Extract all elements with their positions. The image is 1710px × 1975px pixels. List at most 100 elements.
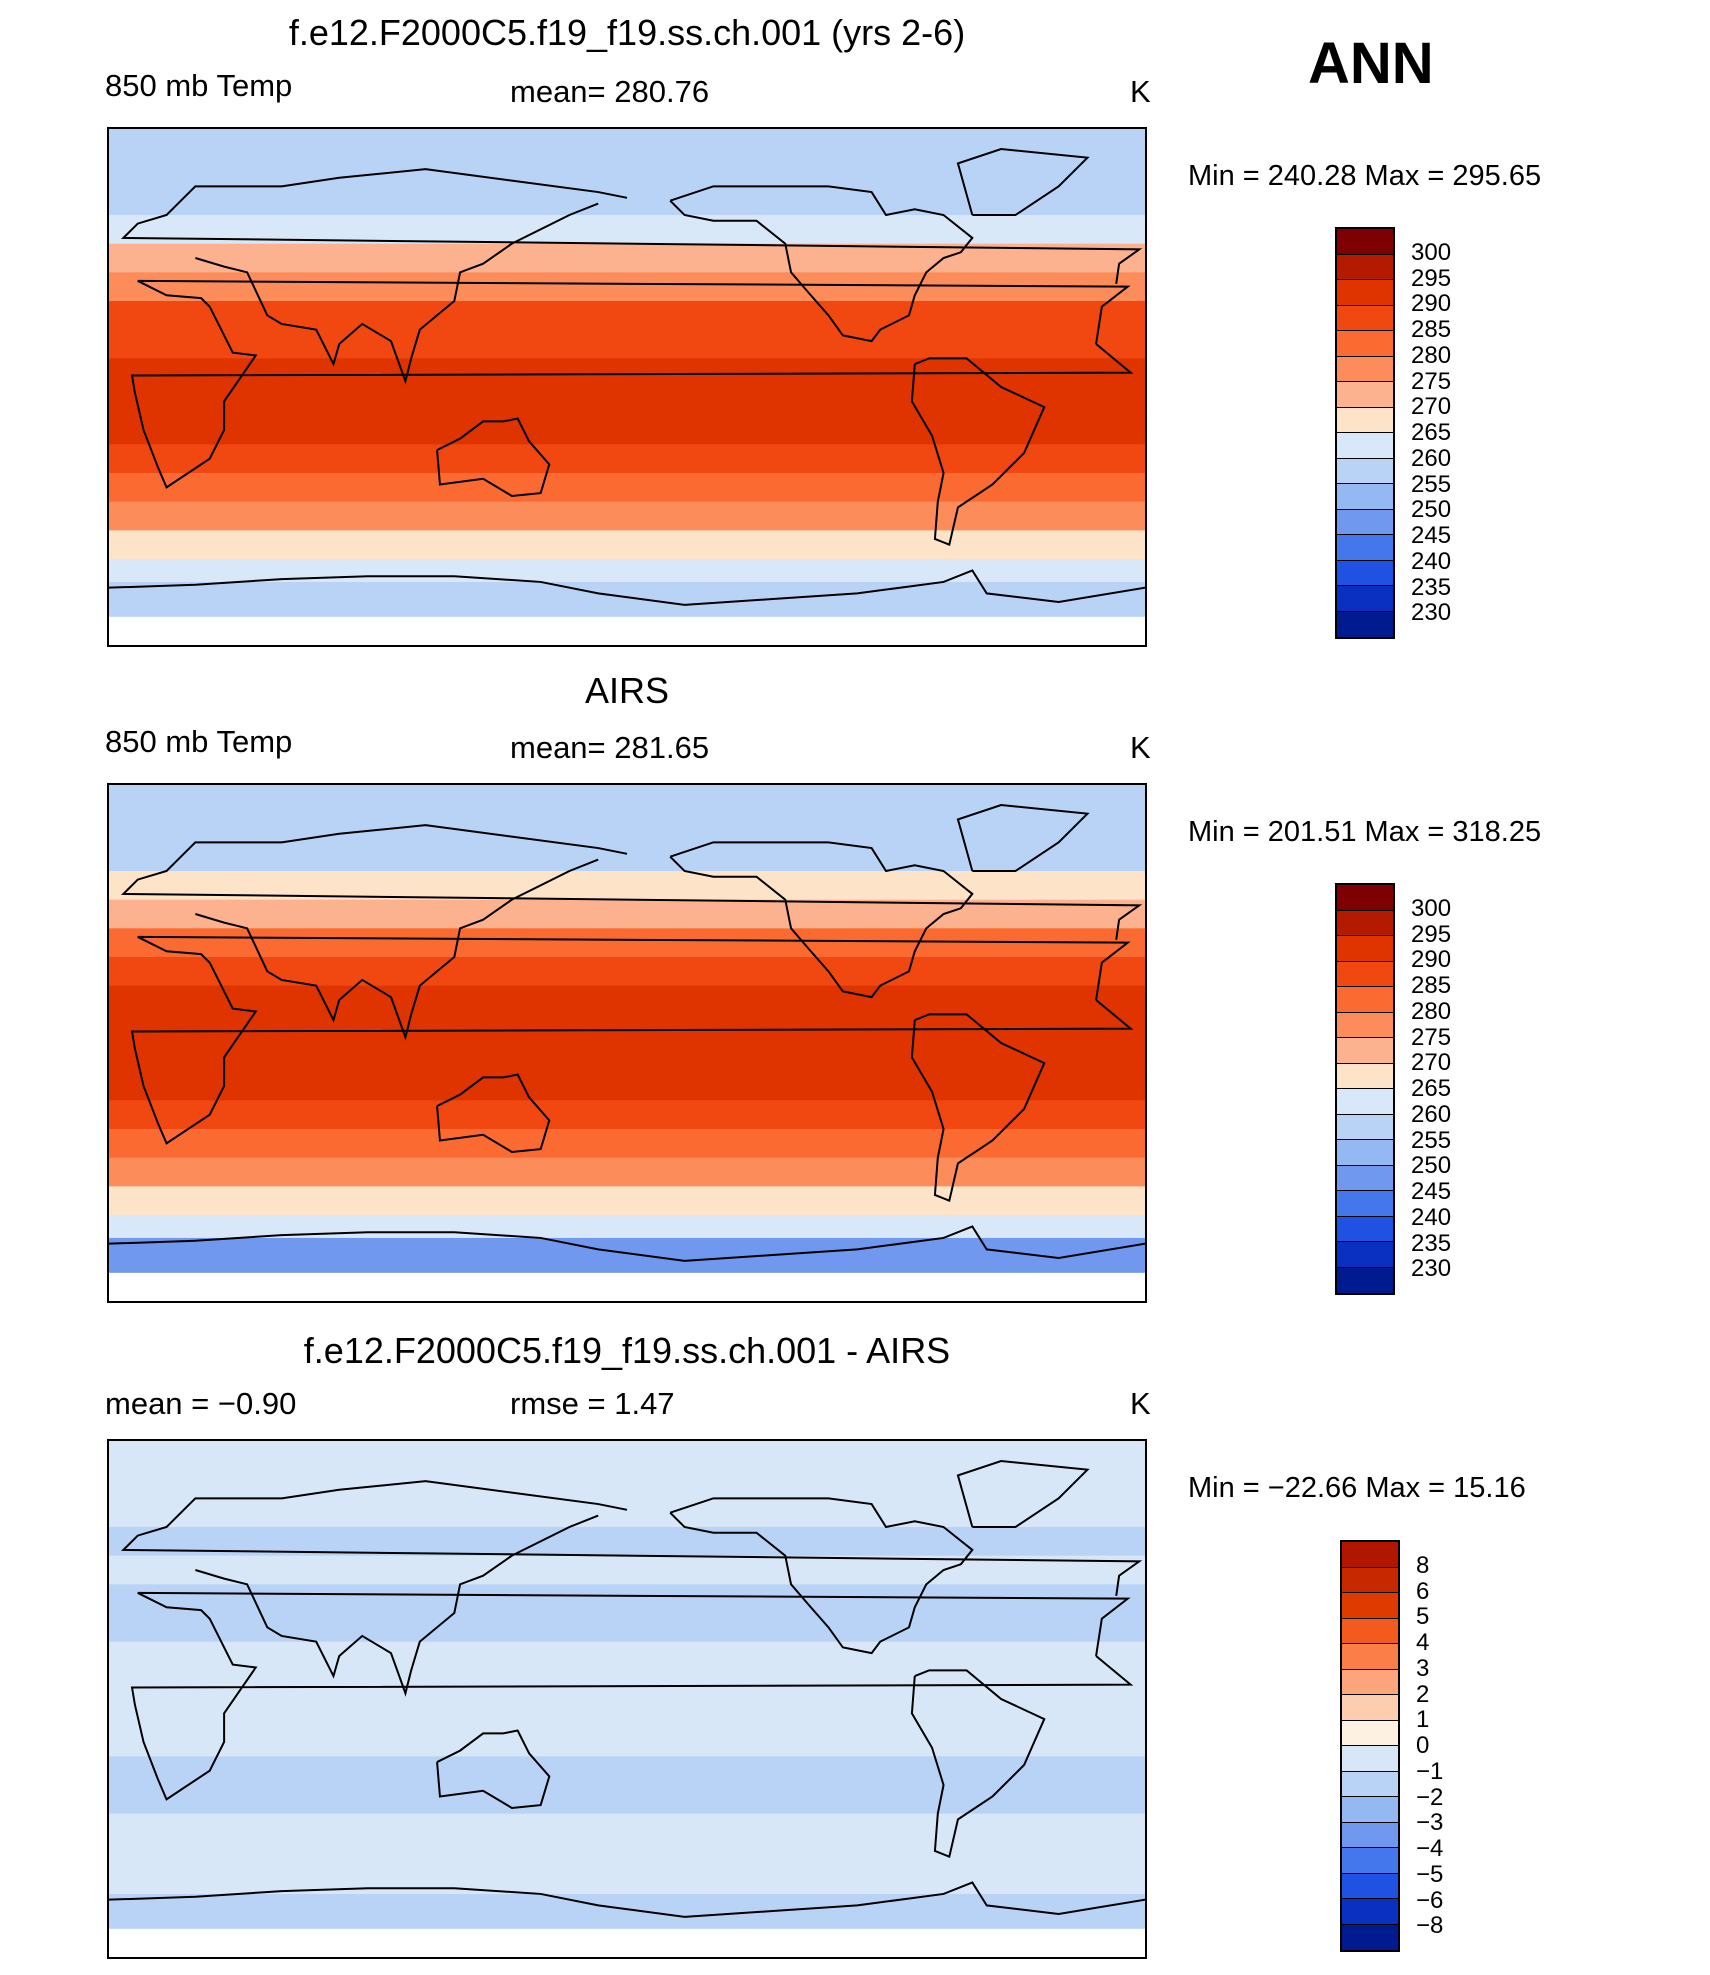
colorbar-tick-label: 5	[1416, 1603, 1430, 1631]
colorbar-swatch	[1342, 1720, 1398, 1746]
colorbar-swatch	[1337, 885, 1393, 911]
colorbar-swatch	[1337, 1114, 1393, 1140]
colorbar-tick-label: 1	[1416, 1706, 1430, 1734]
colorbar-tick-label: −2	[1416, 1783, 1444, 1811]
panel-2-unit-label: K	[1130, 730, 1151, 765]
contour-band	[109, 129, 1145, 173]
coastline	[910, 357, 1046, 547]
colorbar-tick-label: 275	[1411, 367, 1452, 395]
colorbar-swatch	[1342, 1771, 1398, 1797]
coastline	[195, 202, 599, 385]
contour-band	[109, 785, 1145, 829]
contour-band	[109, 1043, 1145, 1073]
coastline	[130, 1591, 1134, 1801]
panel-1-map	[107, 127, 1147, 647]
colorbar-swatch	[1337, 1038, 1393, 1064]
contour-band	[109, 1237, 1145, 1273]
contour-band	[109, 1641, 1145, 1671]
colorbar-tick-label: 245	[1411, 522, 1452, 549]
contour-band	[109, 272, 1145, 302]
panel-2-variable-label: 850 mb Temp	[105, 724, 293, 759]
panel-1-minmax: Min = 240.28 Max = 295.65	[1188, 160, 1542, 192]
colorbar-tick-label: 260	[1411, 1100, 1452, 1128]
coastline	[120, 168, 1143, 284]
contour-band	[109, 559, 1145, 583]
colorbar-swatch	[1337, 356, 1393, 382]
colorbar-tick-label: −6	[1416, 1886, 1444, 1914]
colorbar-swatch	[1337, 305, 1393, 331]
contour-band	[109, 1842, 1145, 1872]
panel-1-colorbar	[1335, 227, 1395, 639]
contour-band	[109, 1215, 1145, 1239]
colorbar-tick-label: −4	[1416, 1835, 1444, 1862]
colorbar-tick-label: 0	[1416, 1732, 1430, 1759]
colorbar-tick-label: 270	[1411, 1049, 1452, 1077]
colorbar-tick-label: 240	[1411, 547, 1452, 575]
coastline	[120, 824, 1143, 940]
colorbar-swatch	[1337, 254, 1393, 280]
coastline	[956, 1460, 1090, 1528]
contour-band	[109, 1071, 1145, 1101]
colorbar-swatch	[1337, 1140, 1393, 1166]
colorbar-tick-label: −8	[1416, 1912, 1444, 1940]
panel-2-title: AIRS	[584, 670, 670, 711]
colorbar-swatch	[1342, 1746, 1398, 1772]
contour-band	[109, 387, 1145, 417]
colorbar-swatch	[1342, 1899, 1398, 1925]
colorbar-tick-label: 280	[1411, 997, 1452, 1025]
colorbar-tick-label: 295	[1411, 264, 1452, 292]
colorbar-swatch	[1337, 611, 1393, 637]
colorbar-swatch	[1337, 382, 1393, 408]
colorbar-tick-label: 280	[1411, 341, 1452, 369]
coastline	[109, 1225, 1145, 1262]
coastline	[669, 841, 974, 999]
colorbar-swatch	[1337, 961, 1393, 987]
colorbar-tick-label: 4	[1416, 1629, 1430, 1656]
colorbar-swatch	[1337, 1267, 1393, 1293]
colorbar-swatch	[1337, 1216, 1393, 1242]
colorbar-tick-label: 275	[1411, 1023, 1452, 1051]
colorbar-swatch	[1342, 1669, 1398, 1695]
colorbar-swatch	[1337, 987, 1393, 1013]
season-label: ANN	[1308, 31, 1434, 96]
colorbar-swatch	[1342, 1567, 1398, 1593]
colorbar-swatch	[1337, 458, 1393, 484]
coastline	[195, 1514, 599, 1697]
colorbar-swatch	[1337, 936, 1393, 962]
contour-band	[109, 473, 1145, 503]
coastline	[195, 858, 599, 1041]
panel-2-map	[107, 783, 1147, 1303]
contour-band	[109, 1441, 1145, 1485]
coastline	[436, 417, 551, 497]
panel-2-colorbar	[1335, 883, 1395, 1295]
panel-1-title: f.e12.F2000C5.f19_f19.ss.ch.001 (yrs 2-6…	[288, 12, 966, 53]
panel-3-title: f.e12.F2000C5.f19_f19.ss.ch.001 - AIRS	[303, 1330, 951, 1371]
colorbar-swatch	[1337, 331, 1393, 357]
contour-band	[109, 1893, 1145, 1929]
contour-band	[109, 301, 1145, 331]
panel-3-unit-label: K	[1130, 1386, 1151, 1421]
contour-band	[109, 1100, 1145, 1130]
colorbar-swatch	[1342, 1873, 1398, 1899]
colorbar-swatch	[1342, 1644, 1398, 1670]
colorbar-tick-label: 255	[1411, 1126, 1452, 1154]
colorbar-tick-label: −3	[1416, 1809, 1444, 1837]
colorbar-tick-label: 235	[1411, 1229, 1452, 1257]
colorbar-tick-label: 250	[1411, 1152, 1452, 1180]
contour-band	[109, 415, 1145, 445]
contour-band	[109, 172, 1145, 216]
colorbar-swatch	[1342, 1924, 1398, 1950]
colorbar-swatch	[1337, 1165, 1393, 1191]
colorbar-swatch	[1337, 229, 1393, 255]
colorbar-tick-label: 265	[1411, 1075, 1452, 1102]
panel-1-variable-label: 850 mb Temp	[105, 68, 293, 103]
map-plot	[109, 1441, 1145, 1957]
panel-2-minmax: Min = 201.51 Max = 318.25	[1188, 816, 1542, 848]
contour-band	[109, 444, 1145, 474]
contour-band	[109, 1555, 1145, 1585]
colorbar-tick-label: 2	[1416, 1680, 1430, 1708]
colorbar-swatch	[1342, 1797, 1398, 1823]
colorbar-tick-label: 235	[1411, 573, 1452, 601]
colorbar-swatch	[1342, 1618, 1398, 1644]
colorbar-swatch	[1337, 1089, 1393, 1115]
